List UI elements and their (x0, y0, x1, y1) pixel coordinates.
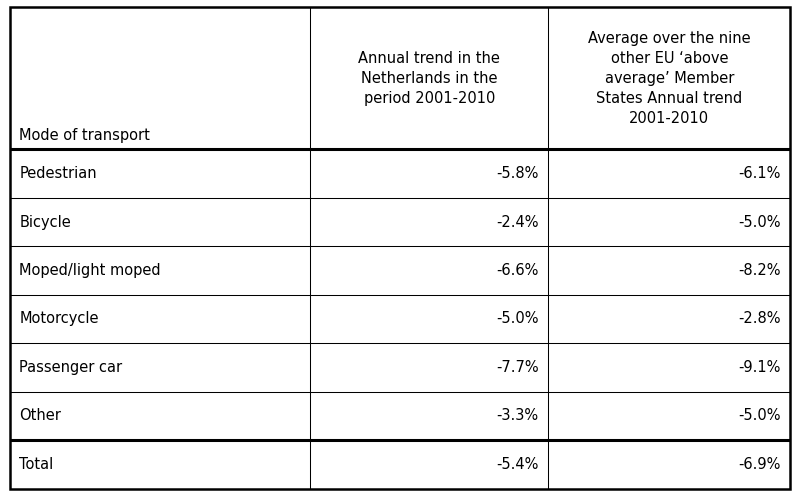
Text: -9.1%: -9.1% (738, 360, 781, 375)
Text: -2.8%: -2.8% (738, 311, 781, 326)
Text: -5.0%: -5.0% (738, 215, 781, 230)
Text: -7.7%: -7.7% (496, 360, 538, 375)
Text: -6.6%: -6.6% (496, 263, 538, 278)
Text: -2.4%: -2.4% (496, 215, 538, 230)
Text: -5.0%: -5.0% (496, 311, 538, 326)
Text: -6.1%: -6.1% (738, 166, 781, 181)
Text: -5.0%: -5.0% (738, 408, 781, 424)
Text: -8.2%: -8.2% (738, 263, 781, 278)
Text: -6.9%: -6.9% (738, 457, 781, 472)
Text: -5.8%: -5.8% (496, 166, 538, 181)
Text: Pedestrian: Pedestrian (19, 166, 97, 181)
Text: Motorcycle: Motorcycle (19, 311, 98, 326)
Text: Bicycle: Bicycle (19, 215, 71, 230)
Text: Mode of transport: Mode of transport (19, 128, 150, 143)
Text: Other: Other (19, 408, 61, 424)
Text: -3.3%: -3.3% (497, 408, 538, 424)
Text: Annual trend in the
Netherlands in the
period 2001-2010: Annual trend in the Netherlands in the p… (358, 51, 500, 106)
Text: Total: Total (19, 457, 54, 472)
Text: Passenger car: Passenger car (19, 360, 122, 375)
Text: Average over the nine
other EU ‘above
average’ Member
States Annual trend
2001-2: Average over the nine other EU ‘above av… (588, 31, 750, 125)
Text: Moped/light moped: Moped/light moped (19, 263, 161, 278)
Text: -5.4%: -5.4% (496, 457, 538, 472)
